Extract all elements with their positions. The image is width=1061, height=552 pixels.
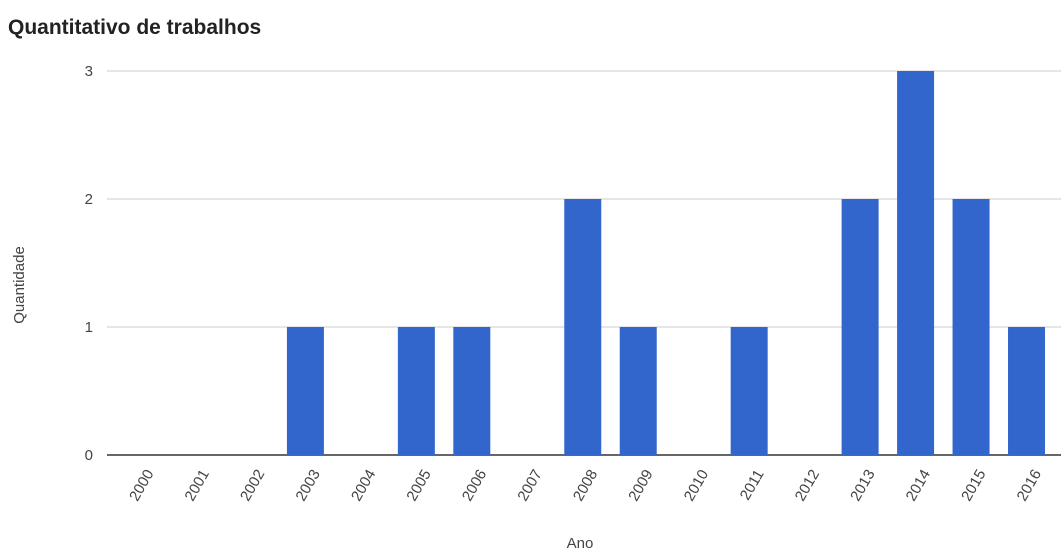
bar-2014[interactable] bbox=[897, 71, 935, 455]
x-tick-label: 2016 bbox=[1014, 467, 1045, 504]
x-tick-label: 2010 bbox=[681, 467, 712, 504]
x-tick-label: 2013 bbox=[847, 467, 878, 504]
x-tick-label: 2008 bbox=[570, 467, 601, 504]
x-tick-label: 2011 bbox=[737, 467, 768, 503]
y-axis-ticks: 0 1 2 3 bbox=[85, 63, 93, 464]
x-tick-label: 2004 bbox=[348, 467, 379, 504]
x-tick-label: 2014 bbox=[903, 467, 934, 504]
bar-2008[interactable] bbox=[564, 199, 602, 455]
y-tick-label: 0 bbox=[85, 447, 93, 464]
bar-2006[interactable] bbox=[453, 327, 491, 455]
x-tick-label: 2000 bbox=[126, 467, 157, 504]
x-tick-label: 2002 bbox=[237, 467, 268, 504]
y-tick-label: 2 bbox=[85, 191, 93, 208]
x-axis-label: Ano bbox=[567, 535, 594, 552]
bar-2011[interactable] bbox=[730, 327, 768, 455]
bar-2015[interactable] bbox=[952, 199, 990, 455]
bar-2005[interactable] bbox=[397, 327, 435, 455]
x-tick-label: 2005 bbox=[403, 467, 434, 504]
bar-2009[interactable] bbox=[619, 327, 657, 455]
y-axis-label: Quantidade bbox=[11, 246, 28, 324]
x-tick-label: 2012 bbox=[792, 467, 823, 504]
x-tick-label: 2003 bbox=[292, 467, 323, 504]
bars bbox=[286, 71, 1046, 455]
x-tick-label: 2009 bbox=[625, 467, 656, 504]
y-tick-label: 3 bbox=[85, 63, 93, 80]
x-axis-ticks: 2000 2001 2002 2003 2004 2005 2006 2007 2008 2009… bbox=[126, 467, 1045, 504]
x-tick-label: 2007 bbox=[514, 467, 545, 504]
x-tick-label: 2001 bbox=[182, 467, 213, 504]
x-tick-label: 2006 bbox=[459, 467, 490, 504]
y-tick-label: 1 bbox=[85, 319, 93, 336]
chart-title: Quantitativo de trabalhos bbox=[8, 16, 262, 39]
bar-2013[interactable] bbox=[841, 199, 879, 455]
bar-2003[interactable] bbox=[286, 327, 324, 455]
x-tick-label: 2015 bbox=[958, 467, 989, 504]
bar-2016[interactable] bbox=[1008, 327, 1046, 455]
